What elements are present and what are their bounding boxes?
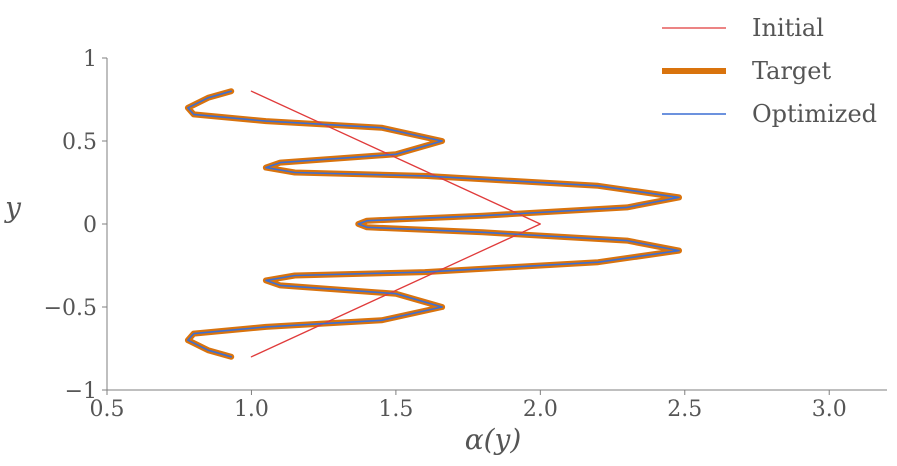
series-line-initial	[250, 90, 541, 358]
legend: Initial Target Optimized	[662, 14, 877, 128]
y-tick-label: 1	[83, 47, 97, 72]
y-tick-label: −0.5	[44, 296, 97, 321]
x-tick-label: 1.0	[234, 397, 269, 422]
y-tick-label: 0.5	[62, 130, 97, 155]
x-tick-label: 1.5	[378, 397, 413, 422]
series-line-target	[184, 88, 682, 360]
y-tick-label: 0	[83, 213, 97, 238]
x-axis-title: α(y)	[465, 423, 522, 456]
series-line-optimized	[187, 90, 680, 358]
legend-label-initial: Initial	[752, 14, 824, 42]
y-tick-label: −1	[65, 379, 97, 404]
series-layer	[184, 88, 682, 360]
legend-label-target: Target	[752, 57, 831, 85]
x-tick-label: 3.0	[812, 397, 847, 422]
y-ticks: −1 −0.5 0 0.5 1	[44, 47, 107, 404]
y-axis-title: y	[3, 191, 22, 224]
x-tick-label: 2.5	[667, 397, 702, 422]
x-ticks: 0.5 1.0 1.5 2.0 2.5 3.0	[90, 390, 847, 422]
legend-label-optimized: Optimized	[752, 100, 877, 128]
x-tick-label: 2.0	[523, 397, 558, 422]
x-tick-label: 0.5	[90, 397, 125, 422]
